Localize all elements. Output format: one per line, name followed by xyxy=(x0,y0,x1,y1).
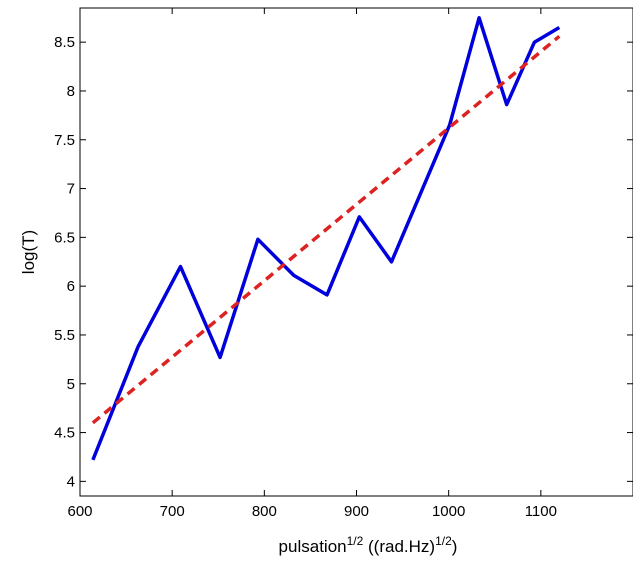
y-tick-label: 8.5 xyxy=(54,34,75,51)
y-axis-label: log(T) xyxy=(19,230,38,274)
y-tick-label: 6 xyxy=(67,278,75,295)
x-tick-label: 900 xyxy=(344,503,369,520)
x-axis-label-base: pulsation xyxy=(279,537,347,556)
x-tick-label: 600 xyxy=(67,503,92,520)
y-tick-label: 7 xyxy=(67,181,75,198)
x-axis-label-unit-open: ((rad.Hz) xyxy=(363,537,435,556)
x-axis-label: pulsation1/2 ((rad.Hz)1/2) xyxy=(279,534,458,556)
x-tick-label: 800 xyxy=(252,503,277,520)
fit-line-dashed xyxy=(91,34,561,425)
data-line-solid xyxy=(91,16,561,461)
y-tick-label: 7.5 xyxy=(54,132,75,149)
y-tick-label: 5.5 xyxy=(54,327,75,344)
series-layer xyxy=(91,16,561,461)
y-tick-label: 6.5 xyxy=(54,229,75,246)
x-axis-label-base-sup: 1/2 xyxy=(347,534,364,548)
x-axis-ticks: 600 700 800 900 1000 1100 xyxy=(67,8,557,520)
x-tick-label: 1100 xyxy=(525,503,557,520)
y-tick-label: 4 xyxy=(67,473,75,490)
plot-area xyxy=(79,7,633,497)
x-tick-label: 700 xyxy=(160,503,185,520)
x-axis-label-unit-sup: 1/2 xyxy=(435,534,452,548)
x-axis-label-unit-close: ) xyxy=(452,537,458,556)
x-tick-label: 1000 xyxy=(432,503,465,520)
y-tick-label: 5 xyxy=(67,376,75,393)
y-tick-label: 8 xyxy=(67,83,75,100)
y-axis-ticks: 4 4.5 5 5.5 6 6.5 7 7.5 8 8.5 xyxy=(54,34,633,490)
y-tick-label: 4.5 xyxy=(54,425,75,442)
